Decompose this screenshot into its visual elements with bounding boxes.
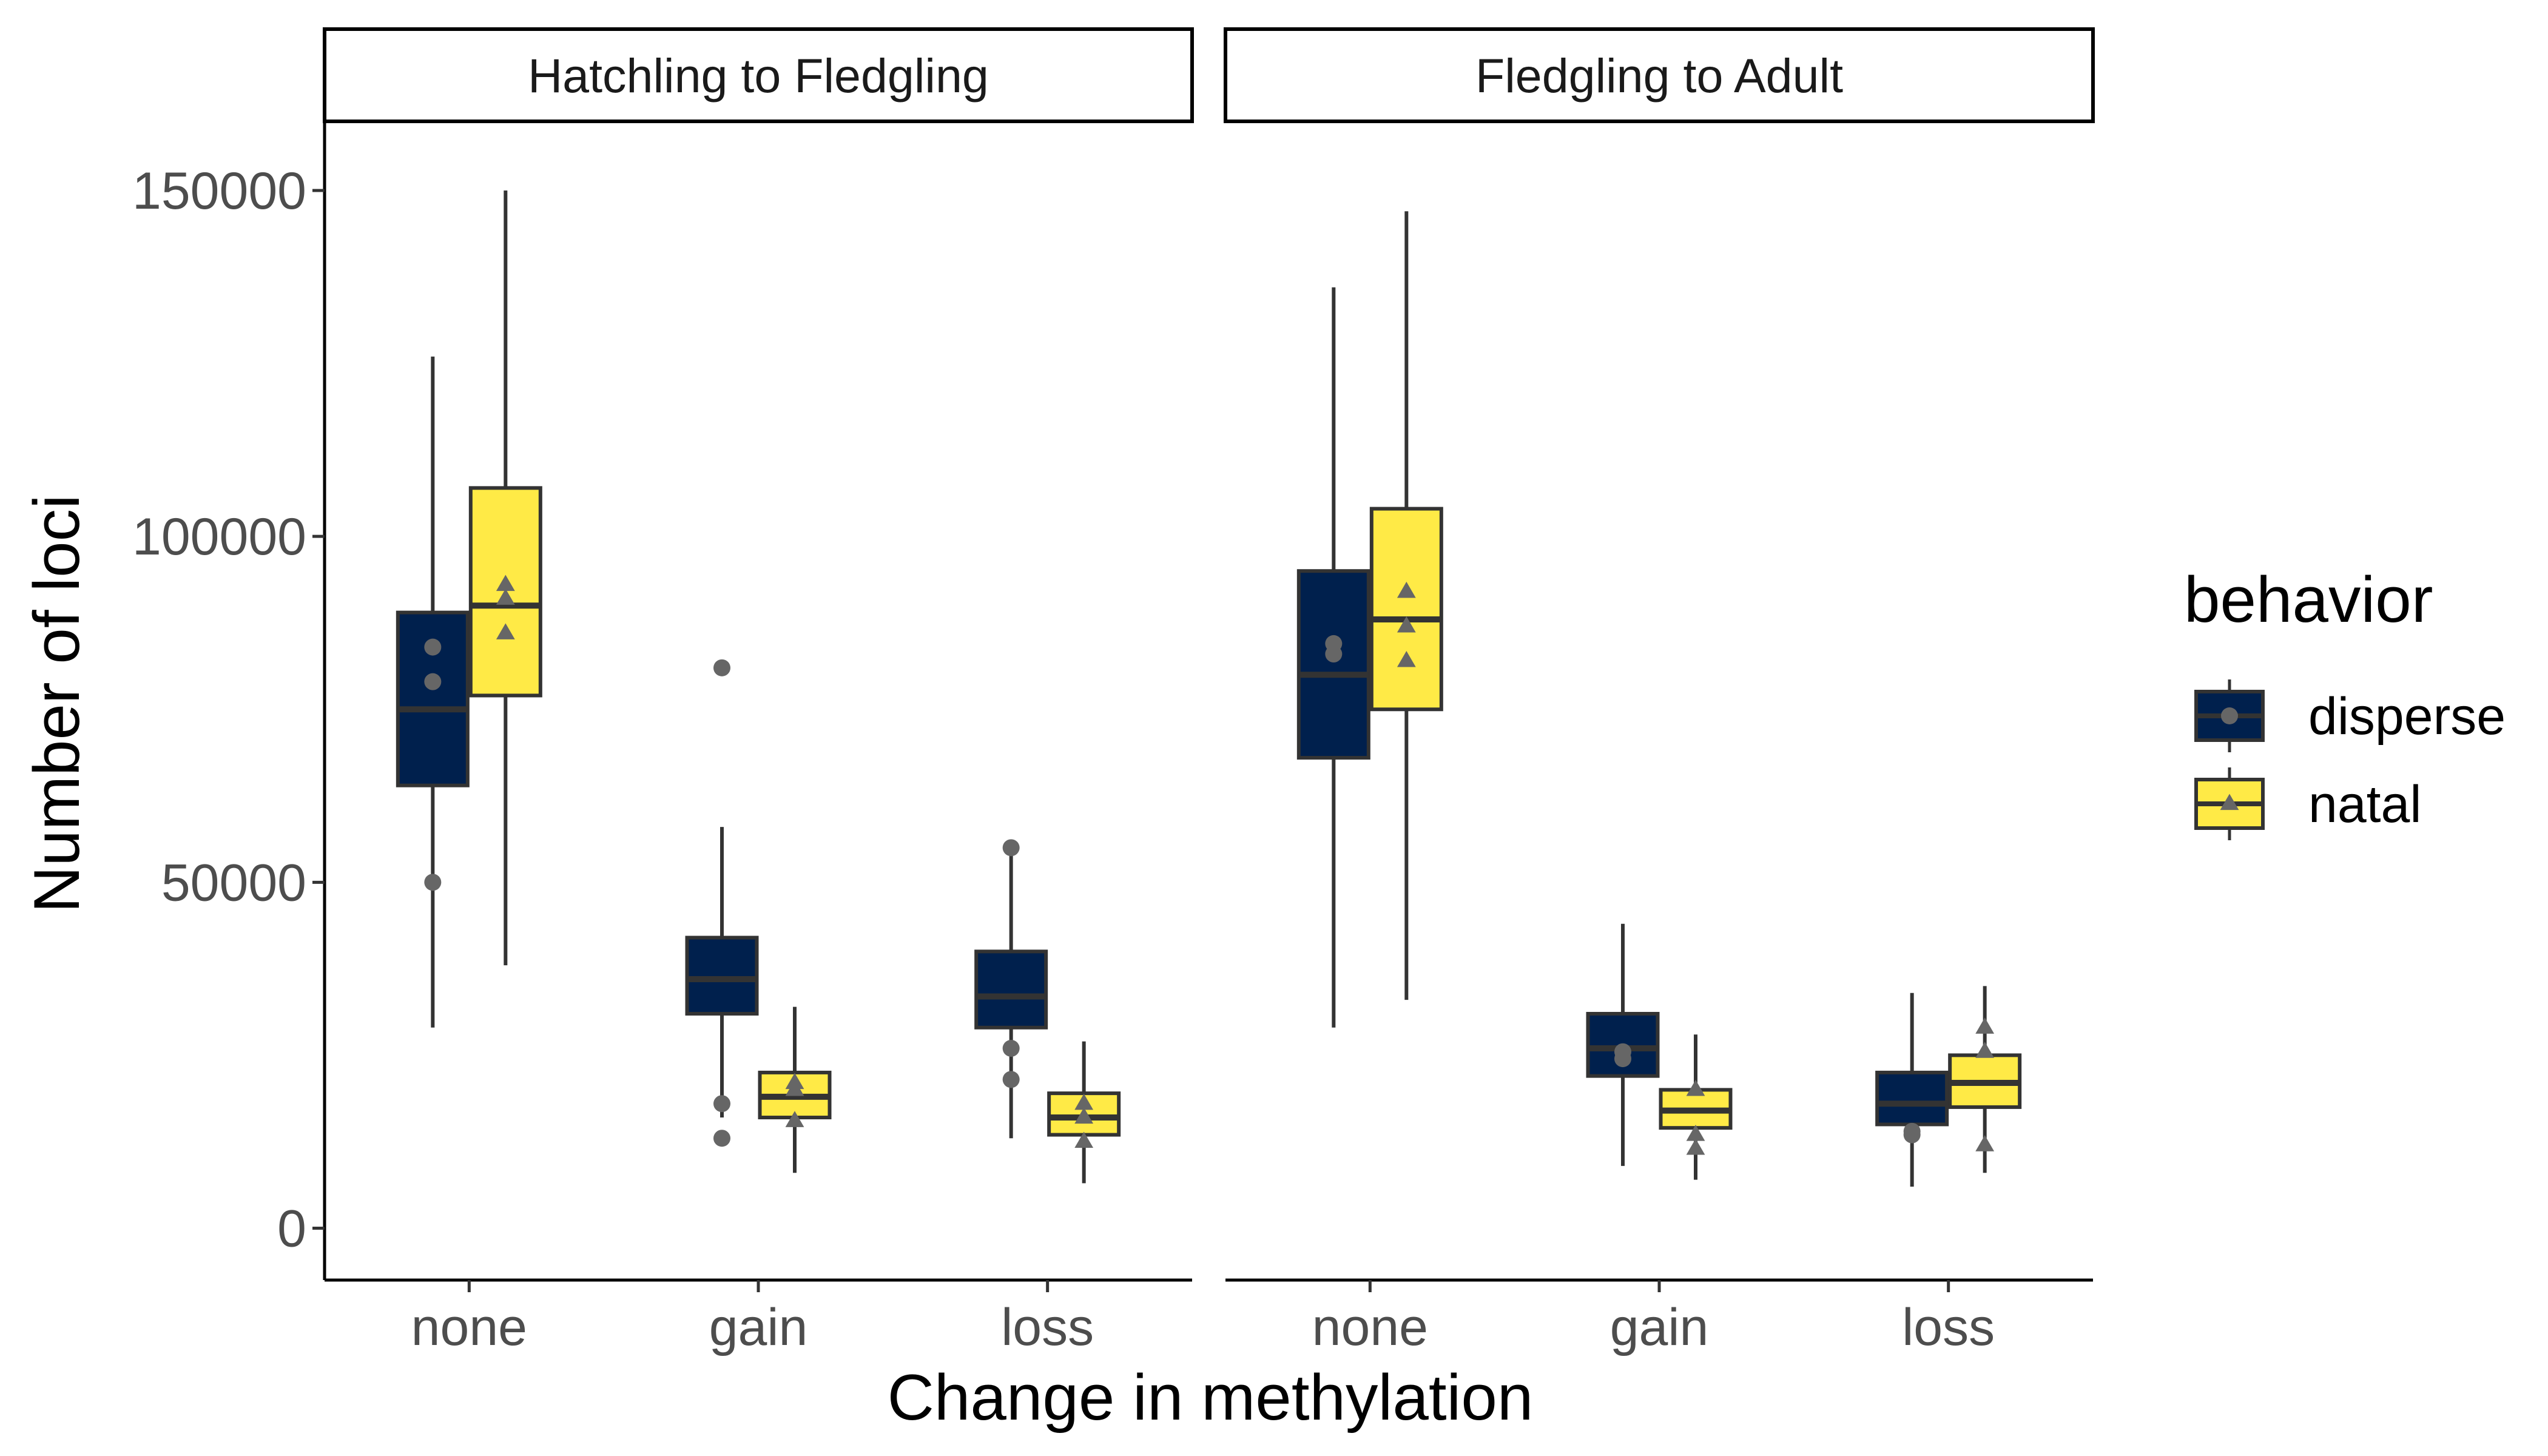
data-point-circle	[1903, 1126, 1921, 1144]
box-natal-none	[468, 190, 542, 966]
x-tick-label: loss	[1001, 1298, 1094, 1357]
legend-label-natal: natal	[2308, 775, 2422, 834]
data-point-triangle	[1397, 650, 1416, 667]
facet-strip-label: Fledgling to Adult	[1475, 49, 1843, 103]
data-point-circle	[2221, 707, 2238, 724]
data-point-circle	[1002, 1040, 1020, 1057]
data-point-triangle	[1686, 1138, 1705, 1155]
box-disperse-loss	[974, 839, 1048, 1139]
y-tick-label: 50000	[161, 854, 306, 912]
box-disperse-none	[1296, 287, 1370, 1028]
x-tick-label: none	[1312, 1298, 1428, 1357]
box-body	[974, 949, 1048, 1030]
box-body	[1875, 1070, 1949, 1127]
x-tick-label: gain	[709, 1298, 808, 1357]
data-point-triangle	[1074, 1131, 1094, 1148]
data-point-circle	[424, 874, 442, 891]
legend: behavior disperse natal	[2184, 563, 2506, 840]
legend-label-disperse: disperse	[2308, 687, 2506, 746]
box-disperse-loss	[1875, 993, 1949, 1187]
data-point-triangle	[1074, 1107, 1094, 1124]
box-natal-gain	[758, 1006, 832, 1173]
y-tick-label: 0	[277, 1199, 306, 1258]
data-point-triangle	[496, 588, 515, 605]
data-point-circle	[713, 1095, 730, 1113]
box-natal-gain	[1659, 1034, 1733, 1180]
data-point-triangle	[1397, 616, 1416, 633]
box-body	[1369, 507, 1443, 712]
box-natal-none	[1369, 211, 1443, 1000]
data-point-triangle	[1975, 1042, 1995, 1058]
data-point-circle	[713, 1130, 730, 1147]
data-point-triangle	[1074, 1093, 1094, 1110]
data-point-triangle	[496, 623, 515, 639]
y-axis-title: Number of loci	[20, 494, 93, 913]
box-body	[396, 610, 470, 787]
facet-strip	[1224, 27, 2095, 123]
y-axis: 0 50000 100000 150000	[132, 121, 326, 1280]
data-point-triangle	[2220, 794, 2239, 811]
x-axis-title: Change in methylation	[888, 1361, 1534, 1434]
facet-strip	[323, 27, 1194, 123]
box-disperse-gain	[1586, 923, 1660, 1166]
data-point-circle	[424, 673, 442, 690]
data-point-triangle	[785, 1111, 804, 1127]
data-point-triangle	[1397, 581, 1416, 598]
data-point-circle	[1002, 839, 1020, 857]
legend-entry-disperse: disperse	[2194, 679, 2506, 752]
data-point-circle	[1614, 1050, 1631, 1068]
data-point-circle	[1325, 645, 1343, 663]
data-point-triangle	[1975, 1135, 1995, 1151]
x-tick-label: none	[411, 1298, 527, 1357]
data-point-triangle	[785, 1079, 804, 1096]
data-point-triangle	[1975, 1017, 1995, 1034]
data-point-triangle	[1686, 1125, 1705, 1141]
x-tick-label: gain	[1610, 1298, 1709, 1357]
data-point-triangle	[496, 575, 515, 592]
facet-panel: Hatchling to Fledgling none gain loss	[323, 27, 1194, 1357]
facet-strip-label: Hatchling to Fledgling	[528, 49, 989, 103]
data-point-circle	[1002, 1071, 1020, 1088]
box-natal-loss	[1047, 1041, 1121, 1184]
facet-panel: Fledgling to Adult none gain loss	[1224, 27, 2095, 1357]
data-point-triangle	[1686, 1079, 1705, 1096]
data-point-circle	[424, 638, 442, 656]
data-point-circle	[713, 659, 730, 676]
x-tick-label: loss	[1902, 1298, 1995, 1357]
box-disperse-none	[396, 356, 470, 1028]
legend-entry-natal: natal	[2194, 767, 2422, 840]
y-tick-label: 100000	[132, 508, 306, 566]
box-natal-loss	[1948, 986, 2022, 1173]
box-body	[685, 935, 759, 1016]
box-disperse-gain	[685, 659, 759, 1147]
legend-title: behavior	[2184, 563, 2433, 636]
y-tick-label: 150000	[132, 162, 306, 220]
box-body	[1296, 569, 1370, 760]
